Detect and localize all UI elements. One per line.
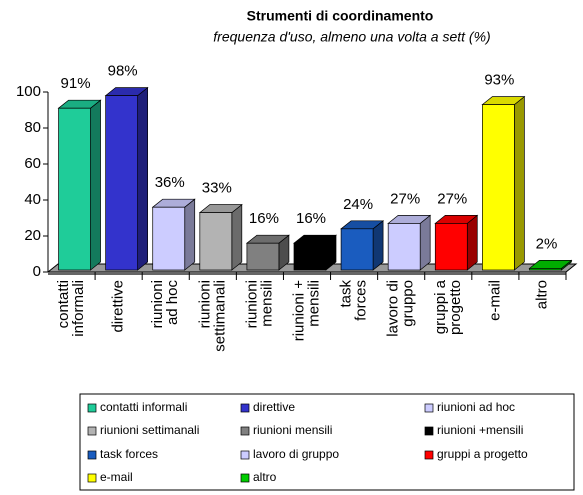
x-tick-label: altro [533,280,550,309]
bar-side [137,86,148,271]
x-tick-label: taskforces [338,280,370,321]
value-label: 16% [296,210,326,227]
legend-swatch [424,426,434,436]
value-label: 93% [484,72,514,89]
x-tick-label: gruppi aprogetto [432,279,464,335]
legend-label: lavoro di gruppo [253,447,339,461]
legend-swatch [87,403,97,413]
legend-label: riunioni ad hoc [437,400,515,414]
legend-swatch [87,426,97,436]
bar-side [184,198,196,271]
value-label: 27% [437,190,467,207]
bar [482,104,515,271]
legend-swatch [240,473,250,483]
legend-swatch [240,450,250,460]
y-tick-label: 40 [24,191,41,208]
bar [529,268,562,271]
floor-edge [48,272,566,275]
legend-swatch [87,450,97,460]
legend-swatch [240,426,250,436]
legend-swatch [424,450,434,460]
legend-label: riunioni +mensili [437,423,523,437]
value-label: 2% [536,235,558,252]
legend-label: gruppi a progetto [437,447,528,461]
legend-box [79,393,575,491]
bar [199,212,233,271]
y-tick-label: 20 [24,227,41,244]
chart-subtitle: frequenza d'uso, almeno una volta a sett… [213,29,490,45]
legend-label: direttive [253,400,295,414]
bar [340,228,374,271]
chart-title: Strumenti di coordinamento [247,8,434,24]
bar-side [372,220,384,271]
legend-swatch [240,403,250,413]
legend-swatch [87,473,97,483]
legend-label: riunioni settimanali [100,423,199,437]
bar-side [419,214,431,271]
y-tick-label: 0 [33,263,41,280]
bar [434,223,468,271]
value-label: 24% [343,196,373,213]
x-tick-label: lavoro digruppo [385,280,417,337]
x-tick-label: riunioni +mensili [290,280,322,342]
x-tick-label: riunionimensili [243,280,275,328]
x-tick-label: riunionisettimanali [196,280,228,352]
value-label: 16% [249,210,279,227]
bar [387,223,421,271]
bar [246,242,280,271]
bar-side [466,214,478,271]
value-label: 36% [155,174,185,191]
bar-side [90,99,101,271]
value-label: 33% [202,180,232,197]
value-label: 91% [61,75,91,92]
legend-label: e-mail [100,470,133,484]
bar [293,242,327,271]
bar [58,107,91,271]
legend-label: altro [253,470,277,484]
y-tick-label: 60 [24,155,41,172]
x-tick-label: riunioniad hoc [149,280,181,329]
x-tick-label: e-mail [486,280,503,321]
x-tick-label: contattiinformali [55,280,87,337]
legend-label: riunioni mensili [253,423,332,437]
x-tick-label: direttive [110,280,127,333]
bar-side [231,203,243,271]
value-label: 98% [108,63,138,80]
legend-label: task forces [100,447,158,461]
bar [152,206,186,271]
value-label: 27% [390,190,420,207]
legend-swatch [424,403,434,413]
y-tick-label: 80 [24,119,41,136]
bar-side [514,95,525,271]
y-tick-label: 100 [16,83,41,100]
bar [105,95,138,271]
legend-label: contatti informali [100,400,187,414]
